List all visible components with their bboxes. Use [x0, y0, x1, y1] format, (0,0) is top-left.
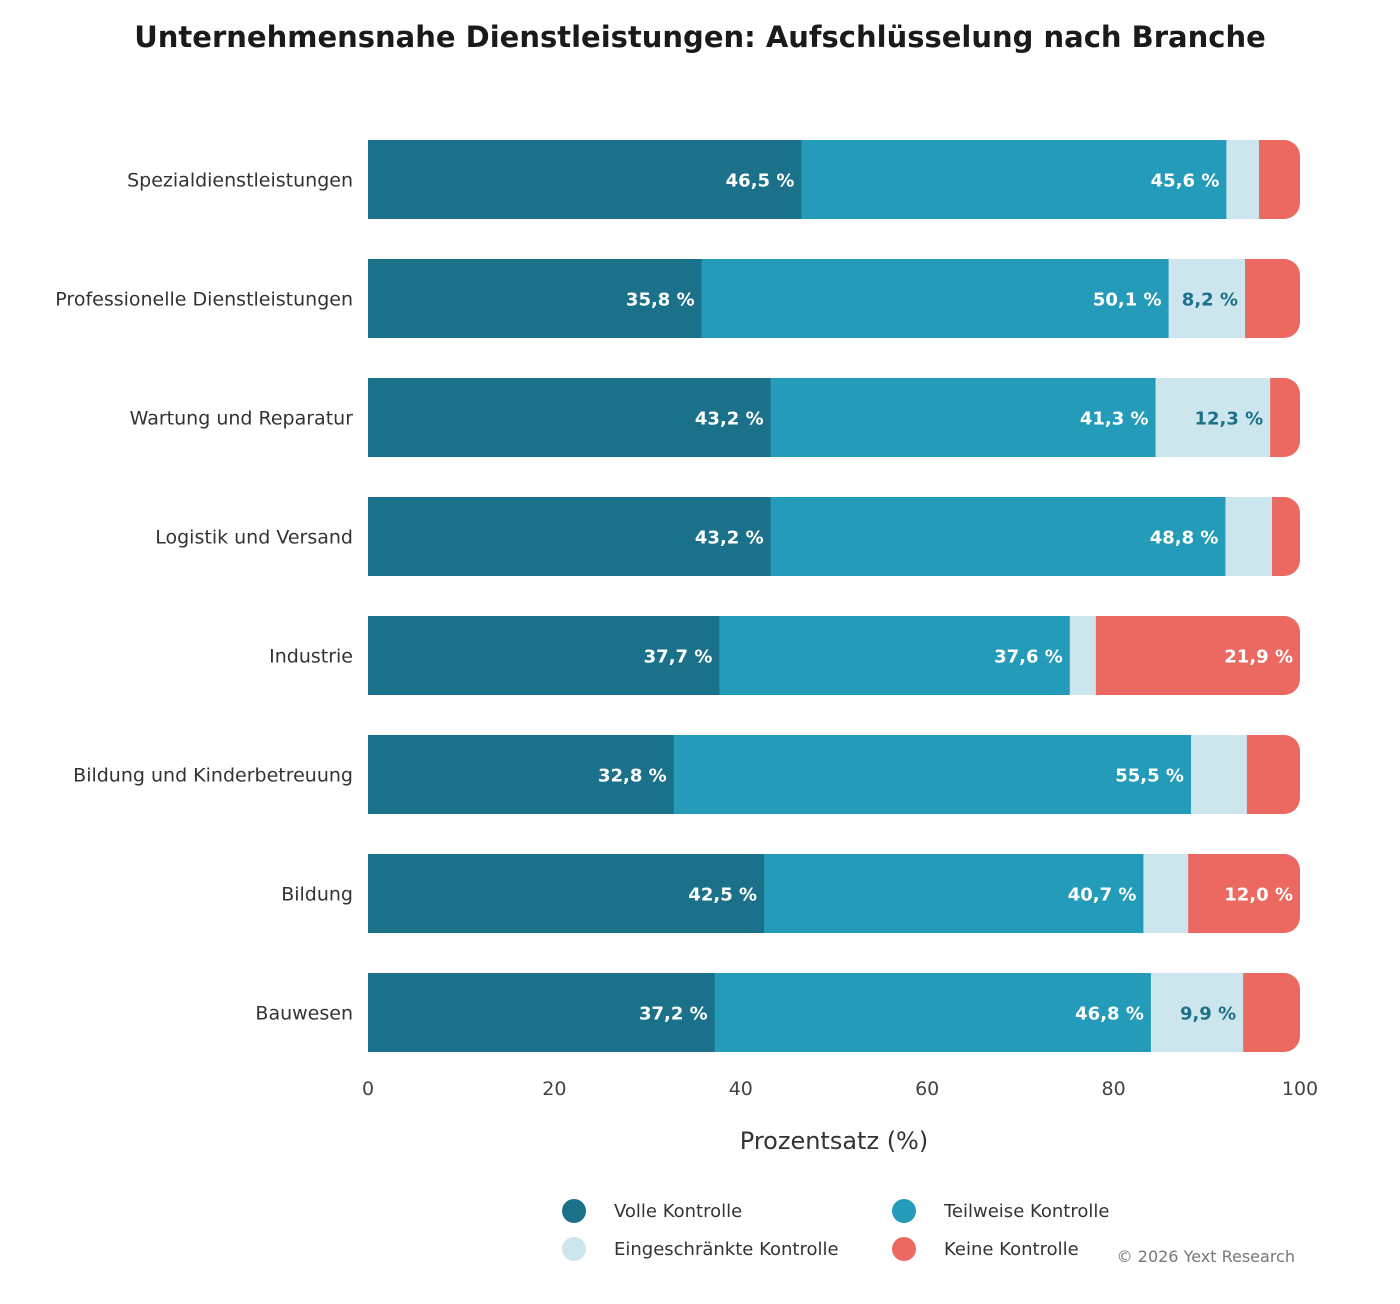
- legend-marker-icon: [562, 1237, 586, 1261]
- data-label: 46,5 %: [726, 171, 795, 192]
- x-tick-label: 20: [542, 1078, 566, 1100]
- legend-item[interactable]: Teilweise Kontrolle: [892, 1199, 1109, 1223]
- category-label: Professionelle Dienstleistungen: [55, 289, 353, 311]
- bar-segment-keine-kontrolle: [1243, 973, 1300, 1052]
- bar-segment-volle-kontrolle: [368, 973, 716, 1052]
- bar-segment-volle-kontrolle: [368, 735, 675, 814]
- legend-marker-icon: [892, 1237, 916, 1261]
- data-label: 12,0 %: [1224, 885, 1293, 906]
- data-label: 40,7 %: [1068, 885, 1137, 906]
- bar-segment-keine-kontrolle: [1245, 259, 1300, 338]
- bar-group: [368, 735, 1300, 814]
- data-label: 43,2 %: [695, 409, 764, 430]
- legend-label: Volle Kontrolle: [614, 1201, 742, 1222]
- category-label: Spezialdienstleistungen: [127, 170, 353, 192]
- data-label: 48,8 %: [1150, 528, 1219, 549]
- bar-segment-eingeschr-nkte-kontrolle: [1150, 973, 1244, 1052]
- bar-segment-keine-kontrolle: [1270, 378, 1300, 457]
- data-label: 9,9 %: [1180, 1004, 1236, 1025]
- bar-segment-volle-kontrolle: [368, 378, 772, 457]
- category-label: Logistik und Versand: [155, 527, 353, 549]
- bar-segment-eingeschr-nkte-kontrolle: [1168, 259, 1246, 338]
- data-label: 35,8 %: [626, 290, 695, 311]
- x-tick-label: 0: [362, 1078, 374, 1100]
- data-label: 46,8 %: [1075, 1004, 1144, 1025]
- bar-segment-eingeschr-nkte-kontrolle: [1190, 735, 1248, 814]
- bar-group: [368, 854, 1300, 933]
- bar-segment-teilweise-kontrolle: [770, 497, 1226, 576]
- data-label: 55,5 %: [1115, 766, 1184, 787]
- bar-segment-eingeschr-nkte-kontrolle: [1143, 854, 1189, 933]
- x-tick-label: 100: [1282, 1078, 1318, 1100]
- bar-segment-eingeschr-nkte-kontrolle: [1225, 497, 1273, 576]
- chart-title: Unternehmensnahe Dienstleistungen: Aufsc…: [134, 20, 1266, 54]
- bar-segment-keine-kontrolle: [1246, 735, 1300, 814]
- bar-segment-teilweise-kontrolle: [764, 854, 1144, 933]
- bar-group: [368, 616, 1300, 695]
- data-label: 37,7 %: [644, 647, 713, 668]
- legend-item[interactable]: Volle Kontrolle: [562, 1199, 742, 1223]
- data-label: 50,1 %: [1093, 290, 1162, 311]
- bar-group: [368, 497, 1300, 576]
- bar-segment-teilweise-kontrolle: [719, 616, 1071, 695]
- x-tick-label: 40: [729, 1078, 753, 1100]
- data-label: 42,5 %: [688, 885, 757, 906]
- legend-item[interactable]: Eingeschränkte Kontrolle: [562, 1237, 839, 1261]
- legend-label: Eingeschränkte Kontrolle: [614, 1239, 839, 1260]
- bar-segment-teilweise-kontrolle: [801, 140, 1227, 219]
- category-label: Bauwesen: [255, 1003, 353, 1025]
- data-label: 43,2 %: [695, 528, 764, 549]
- data-label: 41,3 %: [1080, 409, 1149, 430]
- data-label: 21,9 %: [1224, 647, 1293, 668]
- x-axis-title: Prozentsatz (%): [740, 1127, 928, 1155]
- bar-segment-eingeschr-nkte-kontrolle: [1155, 378, 1271, 457]
- bar-segment-teilweise-kontrolle: [770, 378, 1157, 457]
- category-label: Wartung und Reparatur: [130, 408, 354, 430]
- bar-group: [368, 140, 1300, 219]
- bar-group: [368, 378, 1300, 457]
- bar-segment-teilweise-kontrolle: [714, 973, 1152, 1052]
- bar-segment-keine-kontrolle: [1258, 140, 1300, 219]
- bar-segment-volle-kontrolle: [368, 140, 802, 219]
- bar-segment-eingeschr-nkte-kontrolle: [1226, 140, 1260, 219]
- footer-credit: © 2026 Yext Research: [1117, 1247, 1295, 1266]
- bar-segment-volle-kontrolle: [368, 854, 765, 933]
- legend-marker-icon: [562, 1199, 586, 1223]
- bar-group: [368, 973, 1300, 1052]
- bar-segment-keine-kontrolle: [1188, 854, 1300, 933]
- bar-segment-keine-kontrolle: [1272, 497, 1300, 576]
- data-label: 12,3 %: [1194, 409, 1263, 430]
- legend-marker-icon: [892, 1199, 916, 1223]
- bar-segment-eingeschr-nkte-kontrolle: [1069, 616, 1097, 695]
- data-label: 32,8 %: [598, 766, 667, 787]
- legend-label: Keine Kontrolle: [944, 1239, 1079, 1260]
- x-tick-label: 80: [1102, 1078, 1126, 1100]
- category-label: Bildung und Kinderbetreuung: [73, 765, 353, 787]
- category-label: Bildung: [281, 884, 353, 906]
- bar-segment-volle-kontrolle: [368, 497, 772, 576]
- bar-segment-keine-kontrolle: [1095, 616, 1300, 695]
- data-label: 37,2 %: [639, 1004, 708, 1025]
- bar-group: [368, 259, 1300, 338]
- bar-segment-volle-kontrolle: [368, 259, 703, 338]
- legend-item[interactable]: Keine Kontrolle: [892, 1237, 1079, 1261]
- category-label: Industrie: [269, 646, 353, 668]
- data-label: 8,2 %: [1182, 290, 1238, 311]
- data-label: 45,6 %: [1151, 171, 1220, 192]
- bar-segment-volle-kontrolle: [368, 616, 720, 695]
- x-tick-label: 60: [915, 1078, 939, 1100]
- legend-label: Teilweise Kontrolle: [943, 1201, 1109, 1222]
- data-label: 37,6 %: [994, 647, 1063, 668]
- bar-segment-teilweise-kontrolle: [673, 735, 1192, 814]
- bar-segment-teilweise-kontrolle: [701, 259, 1170, 338]
